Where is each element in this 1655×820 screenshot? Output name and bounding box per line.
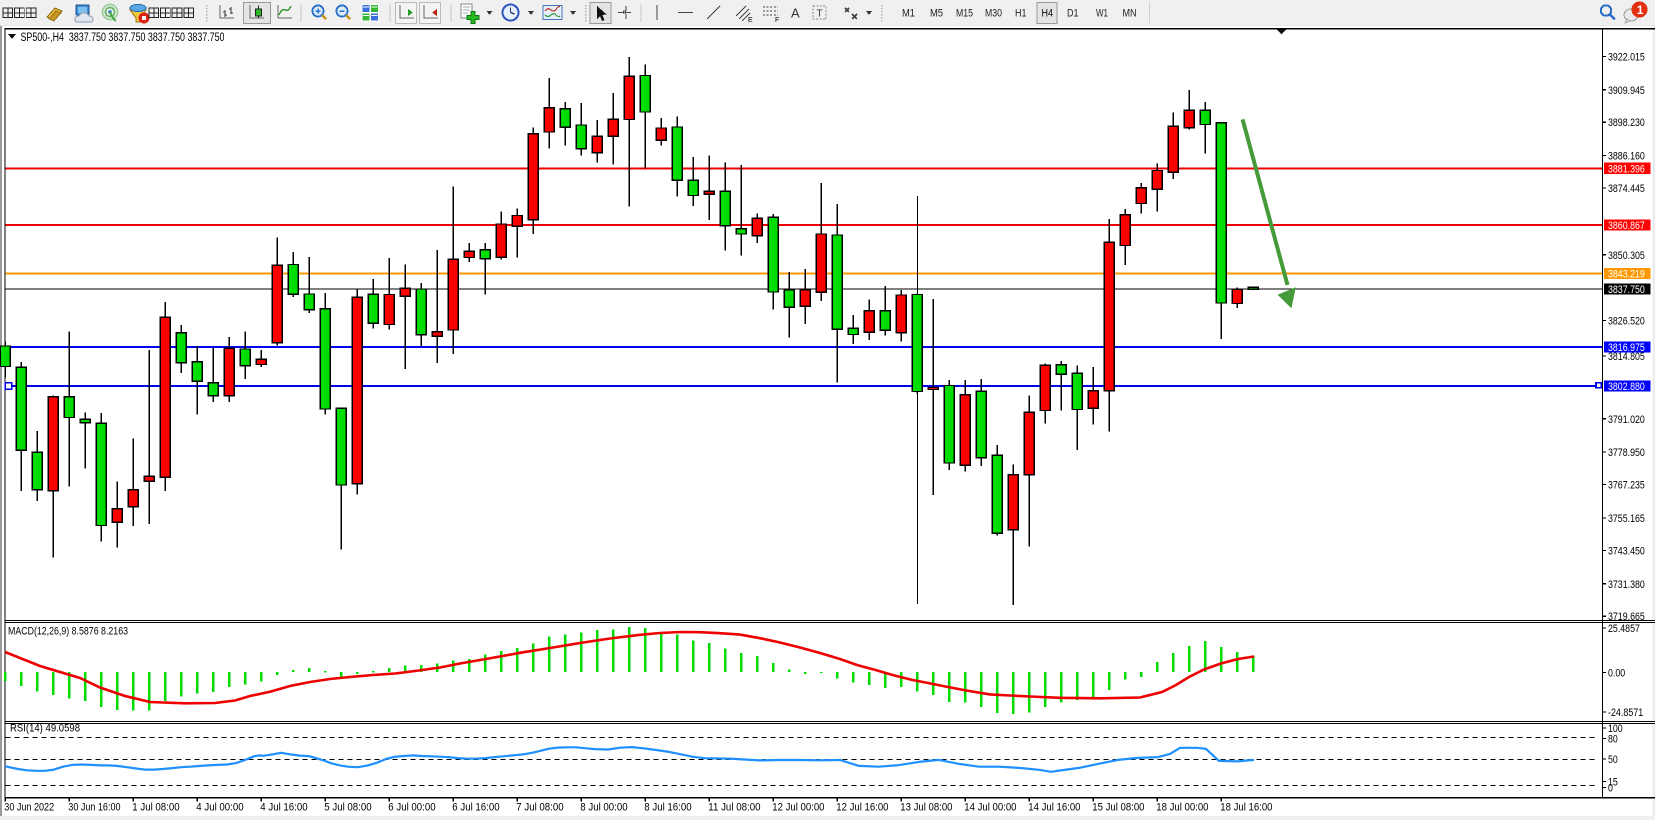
svg-text:MACD(12,26,9) 8.5876 8.2163: MACD(12,26,9) 8.5876 8.2163 [8,626,128,638]
svg-text:D1: D1 [1067,8,1079,20]
svg-text:14 Jul 00:00: 14 Jul 00:00 [964,802,1016,814]
svg-text:1 Jul 08:00: 1 Jul 08:00 [132,802,179,814]
svg-text:A: A [791,6,800,21]
svg-text:7 Jul 08:00: 7 Jul 08:00 [516,802,563,814]
svg-text:3778.950: 3778.950 [1608,447,1645,459]
svg-text:SP500-,H4 3837.750 3837.750 3: SP500-,H4 3837.750 3837.750 3837.750 383… [21,32,225,44]
svg-text:18 Jul 00:00: 18 Jul 00:00 [1156,802,1208,814]
svg-text:0: 0 [1608,783,1613,795]
svg-text:3881.396: 3881.396 [1608,163,1645,175]
svg-text:12 Jul 00:00: 12 Jul 00:00 [772,802,824,814]
svg-text:12 Jul 16:00: 12 Jul 16:00 [836,802,888,814]
svg-text:3816.975: 3816.975 [1608,342,1645,354]
svg-text:1: 1 [1637,3,1644,17]
svg-text:80: 80 [1608,734,1618,746]
svg-text:18 Jul 16:00: 18 Jul 16:00 [1220,802,1272,814]
svg-text:15: 15 [1608,777,1618,789]
svg-text:11 Jul 08:00: 11 Jul 08:00 [708,802,760,814]
svg-text:-24.8571: -24.8571 [1608,707,1643,719]
svg-text:T: T [817,9,823,20]
svg-text:F: F [775,17,779,24]
svg-text:6 Jul 00:00: 6 Jul 00:00 [388,802,435,814]
svg-text:M1: M1 [902,8,915,20]
svg-text:8 Jul 00:00: 8 Jul 00:00 [580,802,627,814]
svg-text:3860.867: 3860.867 [1608,220,1645,232]
svg-text:6 Jul 16:00: 6 Jul 16:00 [452,802,499,814]
svg-text:3767.235: 3767.235 [1608,480,1645,492]
svg-text:3886.160: 3886.160 [1608,151,1645,163]
svg-text:3922.015: 3922.015 [1608,51,1645,63]
svg-text:3802.880: 3802.880 [1608,381,1645,393]
svg-text:M30: M30 [985,8,1002,20]
svg-text:3814.805: 3814.805 [1608,351,1645,363]
svg-text:5 Jul 08:00: 5 Jul 08:00 [324,802,371,814]
svg-text:RSI(14) 49.0598: RSI(14) 49.0598 [10,723,80,735]
svg-text:13 Jul 08:00: 13 Jul 08:00 [900,802,952,814]
svg-text:E: E [748,17,753,24]
svg-text:8 Jul 16:00: 8 Jul 16:00 [644,802,691,814]
svg-text:M15: M15 [956,8,973,20]
svg-text:3837.750: 3837.750 [1608,284,1645,296]
svg-text:3791.020: 3791.020 [1608,414,1645,426]
svg-text:3755.165: 3755.165 [1608,513,1645,525]
svg-text:4 Jul 16:00: 4 Jul 16:00 [260,802,307,814]
svg-text:MN: MN [1123,8,1137,20]
svg-text:30 Jun 2022: 30 Jun 2022 [4,802,54,814]
svg-text:3850.305: 3850.305 [1608,250,1645,262]
svg-text:100: 100 [1608,723,1623,735]
svg-text:M5: M5 [930,8,943,20]
svg-text:25.4857: 25.4857 [1608,623,1640,635]
svg-text:3826.520: 3826.520 [1608,316,1645,328]
svg-text:0.00: 0.00 [1608,667,1625,679]
svg-text:50: 50 [1608,754,1618,766]
svg-text:W1: W1 [1096,8,1108,20]
svg-text:4 Jul 00:00: 4 Jul 00:00 [196,802,243,814]
svg-text:3719.665: 3719.665 [1608,611,1645,623]
svg-text:3898.230: 3898.230 [1608,117,1645,129]
svg-text:3874.445: 3874.445 [1608,183,1645,195]
svg-text:3743.450: 3743.450 [1608,545,1645,557]
svg-text:3731.380: 3731.380 [1608,579,1645,591]
svg-text:3909.945: 3909.945 [1608,85,1645,97]
svg-text:14 Jul 16:00: 14 Jul 16:00 [1028,802,1080,814]
svg-text:H4: H4 [1042,8,1054,20]
svg-text:15 Jul 08:00: 15 Jul 08:00 [1092,802,1144,814]
svg-text:3843.219: 3843.219 [1608,269,1645,281]
svg-text:30 Jun 16:00: 30 Jun 16:00 [68,802,120,814]
svg-text:H1: H1 [1015,8,1027,20]
